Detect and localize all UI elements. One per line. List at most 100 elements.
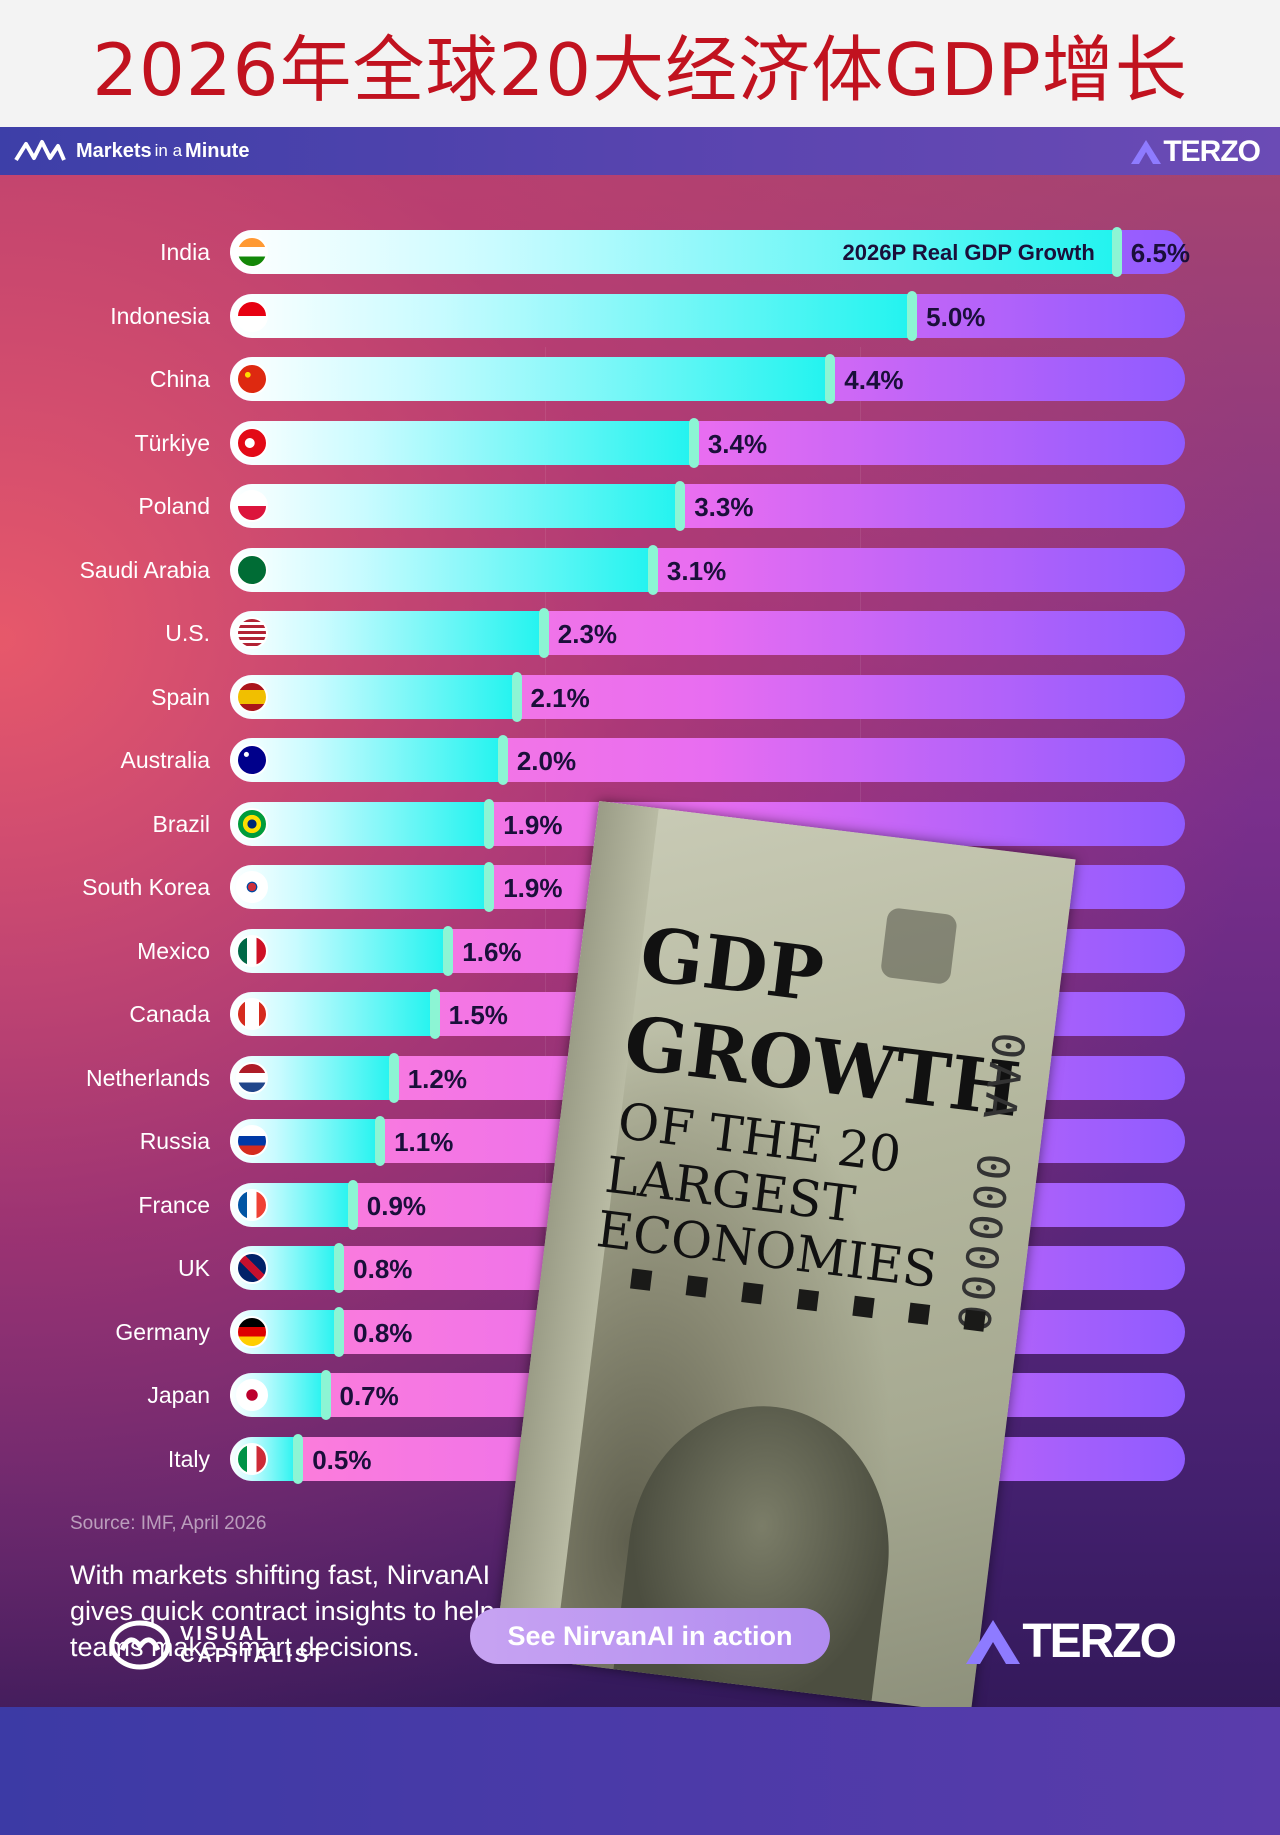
value-label: 1.1% — [394, 1127, 454, 1157]
bar — [230, 230, 1117, 274]
korea-flag-icon — [236, 871, 268, 903]
value-label: 6.5% — [1130, 238, 1191, 268]
bar-end-cap — [320, 1370, 331, 1420]
country-label: South Korea — [82, 874, 210, 900]
country-label: India — [160, 239, 210, 265]
spain-flag-icon — [236, 680, 268, 713]
value-label: 1.9% — [503, 873, 563, 903]
bar-end-cap — [1111, 227, 1122, 277]
germany-flag-icon — [236, 1315, 268, 1348]
bar-end-cap — [347, 1179, 358, 1230]
visual-capitalist-mark-icon — [109, 1620, 171, 1670]
terzo-logo-top: TERZO — [1129, 135, 1261, 169]
indonesia-flag-icon — [236, 299, 268, 332]
uk-flag-icon — [236, 1252, 268, 1284]
mexico-flag-icon — [236, 934, 268, 967]
bar-end-cap — [538, 608, 549, 658]
bar-end-cap — [497, 735, 508, 785]
value-label: 3.4% — [707, 428, 768, 459]
brand-minute: Minute — [185, 139, 250, 162]
bar-end-cap — [334, 1306, 345, 1357]
visual-capitalist-logo[interactable]: VISUAL CAPITALIST — [108, 1618, 326, 1672]
page-title-banner: 2026年全球20大经济体GDP增长 — [0, 0, 1280, 127]
portrait-image — [611, 1391, 906, 1714]
bar — [230, 738, 503, 782]
value-label: 1.9% — [503, 809, 563, 840]
bar-end-cap — [647, 544, 658, 595]
terzo-mark-icon — [1131, 140, 1162, 164]
brazil-flag-icon — [236, 807, 268, 840]
bar-end-cap — [388, 1052, 399, 1103]
bar-end-cap — [825, 354, 836, 404]
series-label: 2026P Real GDP Growth — [842, 240, 1095, 265]
japan-flag-icon — [236, 1379, 268, 1411]
country-label: Poland — [138, 493, 210, 519]
bar — [230, 357, 831, 401]
country-label: China — [149, 366, 210, 392]
us-flag-icon — [236, 617, 268, 649]
france-flag-icon — [236, 1188, 268, 1221]
value-label: 2.1% — [530, 682, 590, 713]
value-label: 0.8% — [353, 1254, 413, 1284]
saudi-flag-icon — [236, 553, 268, 586]
promo-blurb: With markets shifting fast, NirvanAI giv… — [70, 1560, 495, 1662]
vc-line-1: VISUAL — [180, 1623, 272, 1645]
pulse-logo-icon — [14, 140, 66, 162]
source-note: Source: IMF, April 2026 — [70, 1513, 267, 1534]
bar — [230, 420, 694, 465]
country-label: Japan — [147, 1382, 210, 1408]
bar-row: Türkiye 3.4% — [0, 417, 1280, 468]
terzo-top-label: TERZO — [1163, 135, 1261, 168]
bar-row: Poland 3.3% — [0, 481, 1280, 531]
value-label: 4.4% — [844, 365, 904, 395]
bar-row: Indonesia 5.0% — [0, 290, 1280, 341]
bar-end-cap — [688, 417, 699, 468]
netherlands-flag-icon — [236, 1061, 268, 1094]
country-label: Brazil — [152, 810, 210, 837]
value-label: 5.0% — [926, 301, 986, 332]
country-label: France — [138, 1191, 210, 1218]
country-label: Russia — [139, 1128, 210, 1154]
australia-flag-icon — [236, 744, 268, 776]
cover-line-gdp: GDP — [635, 911, 828, 1020]
bar-row: U.S. 2.3% — [0, 608, 1280, 658]
value-label: 1.2% — [407, 1063, 467, 1094]
india-flag-icon — [236, 236, 268, 268]
page-title: 2026年全球20大经济体GDP增长 — [92, 28, 1188, 112]
vc-line-2: CAPITALIST — [180, 1645, 327, 1667]
country-label: Spain — [151, 683, 210, 710]
country-label: UK — [178, 1255, 210, 1281]
value-label: 2.3% — [557, 619, 618, 649]
value-label: 0.5% — [312, 1444, 372, 1475]
footer-bar — [0, 1707, 1280, 1835]
country-label: Türkiye — [134, 429, 210, 456]
terzo-logo-bottom[interactable]: TERZO — [964, 1614, 1177, 1669]
bar-end-cap — [293, 1433, 304, 1484]
bar — [230, 674, 517, 719]
bar-row: India 6.5% 2026P Real GDP Growth — [0, 227, 1280, 277]
country-label: Saudi Arabia — [79, 556, 210, 583]
markets-in-a-minute-logo: Markets in a Minute — [14, 138, 249, 164]
canada-flag-icon — [236, 998, 268, 1030]
see-nirvanai-button[interactable]: See NirvanAI in action — [470, 1608, 830, 1664]
value-label: 1.6% — [462, 936, 522, 967]
bar — [230, 865, 490, 909]
bar-row: China 4.4% — [0, 354, 1280, 404]
bar-row: Australia 2.0% — [0, 735, 1280, 785]
brand-markets: Markets — [76, 139, 152, 162]
markets-in-a-minute-bar: Markets in a Minute TERZO — [0, 127, 1280, 175]
bar — [230, 611, 544, 655]
rupee-note-cover: GDP GROWTH OF THE 20 LARGEST ECONOMIES 0… — [494, 800, 1076, 1714]
bar-row: Spain 2.1% — [0, 671, 1280, 722]
poland-flag-icon — [236, 490, 268, 522]
bar-end-cap — [375, 1116, 386, 1166]
italy-flag-icon — [236, 1442, 268, 1475]
terzo-mark-icon — [966, 1619, 1021, 1664]
russia-flag-icon — [236, 1125, 268, 1157]
bar-end-cap — [334, 1243, 345, 1293]
country-label: Netherlands — [85, 1064, 210, 1091]
bar-end-cap — [443, 925, 454, 976]
bar-end-cap — [429, 989, 440, 1039]
value-label: 0.8% — [353, 1317, 413, 1348]
emblem-icon — [879, 906, 958, 986]
